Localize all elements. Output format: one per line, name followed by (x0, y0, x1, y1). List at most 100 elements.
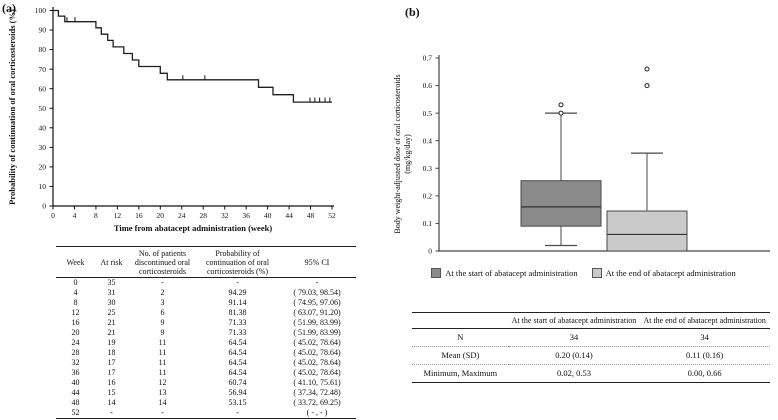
x-tick-label: 28 (199, 211, 207, 220)
km-table-cell: 18 (107, 348, 116, 357)
km-table-row: 12 25 6 81.38 ( 63.07, 91.20) (56, 308, 356, 318)
y-tick-label: 0.5 (423, 109, 433, 118)
km-table-cell: ( 45.02, 78.64) (293, 358, 341, 367)
km-table-row: 32 17 11 64.54 ( 45.02, 78.64) (56, 358, 356, 368)
summary-table-cell: N (412, 328, 509, 347)
y-axis-title-line1: Body weight-adjusted dose of oral cortic… (393, 74, 402, 233)
km-table-cell: 17 (107, 358, 116, 367)
km-table-row: 52 - - - ( - , - ) (56, 408, 356, 419)
km-table-cell: 14 (158, 398, 167, 407)
km-table-cell: 21 (107, 328, 116, 337)
panel-a-label: (a) (2, 1, 16, 15)
legend-swatch-start-icon (431, 268, 442, 278)
km-table-cell: 9 (160, 328, 165, 337)
km-table-cell: 19 (107, 338, 116, 347)
km-table-cell: 60.74 (228, 378, 247, 387)
summary-table-row: Minimum, Maximum 0.02, 0.53 0.00, 0.66 (412, 365, 770, 383)
km-table-cell: 32 (71, 358, 80, 367)
km-table-cell: 0 (73, 278, 78, 287)
km-table-cell: - (236, 278, 239, 287)
summary-table-header-row: At the start of abatacept administration… (412, 312, 770, 329)
km-table-cell: 81.38 (228, 308, 247, 317)
km-table-cell: 11 (158, 358, 167, 367)
km-table-cell: 17 (107, 368, 116, 377)
summary-table-cell: 0.00, 0.66 (687, 368, 722, 378)
km-table-cell: ( 51.99, 83.99) (293, 318, 341, 327)
panel-b-label: (b) (405, 5, 420, 19)
x-tick-label: 16 (135, 211, 143, 220)
y-tick-label: 0 (428, 247, 432, 256)
km-table-cell: 11 (158, 348, 167, 357)
km-table-cell: 21 (107, 318, 116, 327)
km-table-row: 44 15 13 56.94 ( 37.34, 72.48) (56, 388, 356, 398)
km-table-cell: 8 (73, 298, 78, 307)
x-axis-title: Time from abatacept administration (week… (114, 223, 273, 233)
km-table-cell: 2 (160, 288, 165, 297)
km-table-cell: ( 45.02, 78.64) (293, 348, 341, 357)
km-table-cell: ( 37.34, 72.48) (293, 388, 341, 397)
km-table-cell: 30 (107, 298, 116, 307)
km-table-row: 28 18 11 64.54 ( 45.02, 78.64) (56, 348, 356, 358)
y-tick-label: 30 (39, 143, 47, 152)
km-table-cell: ( 79.03, 98.54) (293, 288, 341, 297)
x-tick-label: 36 (242, 211, 250, 220)
km-table-header-cell: Week (56, 246, 95, 278)
km-table-cell: 28 (71, 348, 80, 357)
km-table-header-cell: No. of patients discontinued oral cortic… (128, 246, 197, 278)
km-table-cell: ( 41.10, 75.61) (293, 378, 341, 387)
km-table-header-row: Week At risk No. of patients discontinued … (56, 246, 356, 278)
y-tick-label: 40 (39, 123, 47, 132)
km-table-cell: 48 (71, 398, 80, 407)
km-curve (53, 9, 332, 103)
box (606, 210, 688, 252)
y-tick-label: 70 (39, 65, 47, 74)
km-table-cell: 12 (71, 308, 80, 317)
km-table-cell: 31 (107, 288, 116, 297)
summary-table-header-cell: At the end of abatacept administration (639, 312, 770, 329)
km-table-cell: 11 (158, 338, 167, 347)
km-table-cell: 3 (160, 298, 165, 307)
summary-table-header-cell (412, 312, 509, 329)
km-table-cell: 12 (158, 378, 167, 387)
km-table-cell: 71.33 (228, 328, 247, 337)
summary-table: At the start of abatacept administration… (412, 312, 770, 383)
km-table-cell: ( 45.02, 78.64) (293, 368, 341, 377)
y-tick-label: 100 (35, 6, 47, 15)
km-table-cell: 44 (71, 388, 80, 397)
y-axis-title: Probability of continuation of oral cort… (7, 9, 17, 205)
y-tick-label: 0.1 (423, 219, 433, 228)
summary-table-row: Mean (SD) 0.20 (0.14) 0.11 (0.16) (412, 346, 770, 365)
x-tick-label: 48 (307, 211, 315, 220)
summary-table-cell: 34 (639, 328, 770, 347)
km-table-row: 4 31 2 94.29 ( 79.03, 98.54) (56, 288, 356, 298)
x-tick-label: 44 (285, 211, 293, 220)
x-tick-label: 32 (221, 211, 229, 220)
km-table-cell: - (315, 278, 319, 287)
km-table-cell: 6 (160, 308, 165, 317)
km-table-cell: 53.15 (228, 398, 247, 407)
km-table-cell: 71.33 (228, 318, 247, 327)
km-table-cell: 16 (107, 378, 116, 387)
legend-label-end: At the end of abatacept administration (605, 268, 736, 278)
x-tick-label: 0 (51, 211, 55, 220)
y-tick-label: 0.2 (423, 191, 433, 200)
outlier-point (558, 110, 564, 116)
km-table-cell: 14 (107, 398, 116, 407)
km-table-cell: - (161, 408, 164, 417)
km-table-cell: 64.54 (228, 368, 247, 377)
y-tick-label: 0 (42, 202, 46, 211)
summary-table-cell: 0.20 (0.14) (508, 346, 640, 365)
km-table-cell: 52 (71, 408, 80, 417)
km-table-cell: 94.29 (228, 288, 247, 297)
summary-table-cell: Mean (SD) (412, 346, 509, 365)
km-table-cell: 56.94 (228, 388, 247, 397)
km-risk-table: Week At risk No. of patients discontinued … (56, 246, 356, 419)
y-tick-label: 80 (39, 45, 47, 54)
km-table-cell: 36 (71, 368, 80, 377)
x-tick-label: 40 (264, 211, 272, 220)
outlier-point (558, 102, 564, 108)
y-axis-title-line2: (mg/kg/day) (403, 134, 412, 174)
box-plot: 0 0.1 0.2 0.3 0.4 0.5 0.6 0.7 Body weight-adjust… (393, 54, 770, 256)
km-table-row: 48 14 14 53.15 ( 33.72, 69.25) (56, 398, 356, 408)
